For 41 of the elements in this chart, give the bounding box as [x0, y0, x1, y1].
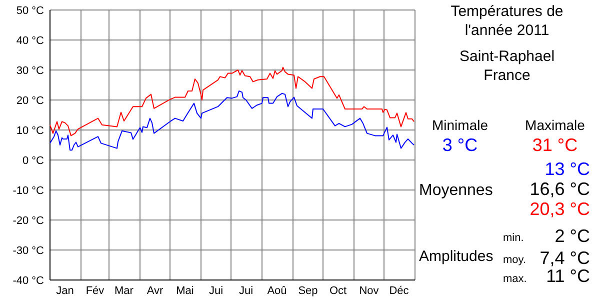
y-tick-label: 0 °C	[22, 155, 44, 167]
x-tick-label: Jui	[238, 285, 254, 297]
x-tick-label: Jan	[56, 285, 74, 297]
text: 13 °C	[544, 159, 590, 179]
y-tick-label: -40 °C	[12, 275, 44, 287]
x-tick-label: Nov	[359, 285, 380, 297]
x-tick-label: Avr	[146, 285, 164, 297]
text: Amplitudes	[419, 248, 494, 265]
x-tick-label: Sep	[298, 285, 318, 297]
text: Températures de l'année 2011	[450, 3, 564, 39]
x-tick-label: Mar	[114, 285, 134, 297]
x-tick-label: Fév	[86, 285, 105, 297]
y-tick-label: 50 °C	[16, 5, 44, 17]
y-tick-label: 30 °C	[16, 65, 44, 77]
text: min.	[503, 232, 524, 244]
text: Maximale	[525, 117, 586, 133]
line-series	[50, 90, 414, 151]
text: 7,4 °C	[540, 248, 590, 268]
x-tick-label: Déc	[389, 285, 410, 297]
text: 20,3 °C	[530, 199, 590, 219]
y-tick-label: -20 °C	[12, 215, 44, 227]
y-tick-label: 10 °C	[16, 125, 44, 137]
y-tick-label: 40 °C	[16, 35, 44, 47]
text: Saint-Raphael France	[459, 48, 555, 84]
x-tick-label: Jui	[208, 285, 224, 297]
y-tick-label: -10 °C	[12, 185, 44, 197]
x-tick-label: Oct	[329, 285, 347, 297]
text: 11 °C	[546, 266, 590, 286]
text: 31 °C	[532, 135, 578, 155]
text: 2 °C	[554, 226, 590, 246]
text: max.	[503, 273, 527, 285]
text: moy.	[503, 254, 526, 266]
y-tick-label: 20 °C	[16, 95, 44, 107]
text: 16,6 °C	[530, 179, 590, 199]
text: Minimale	[432, 117, 488, 133]
line-series	[50, 66, 414, 136]
x-tick-label: Aoû	[267, 285, 287, 297]
text: Moyennes	[419, 182, 493, 199]
text: 3 °C	[442, 135, 478, 155]
y-tick-label: -30 °C	[12, 245, 44, 257]
x-tick-label: Mai	[176, 285, 194, 297]
